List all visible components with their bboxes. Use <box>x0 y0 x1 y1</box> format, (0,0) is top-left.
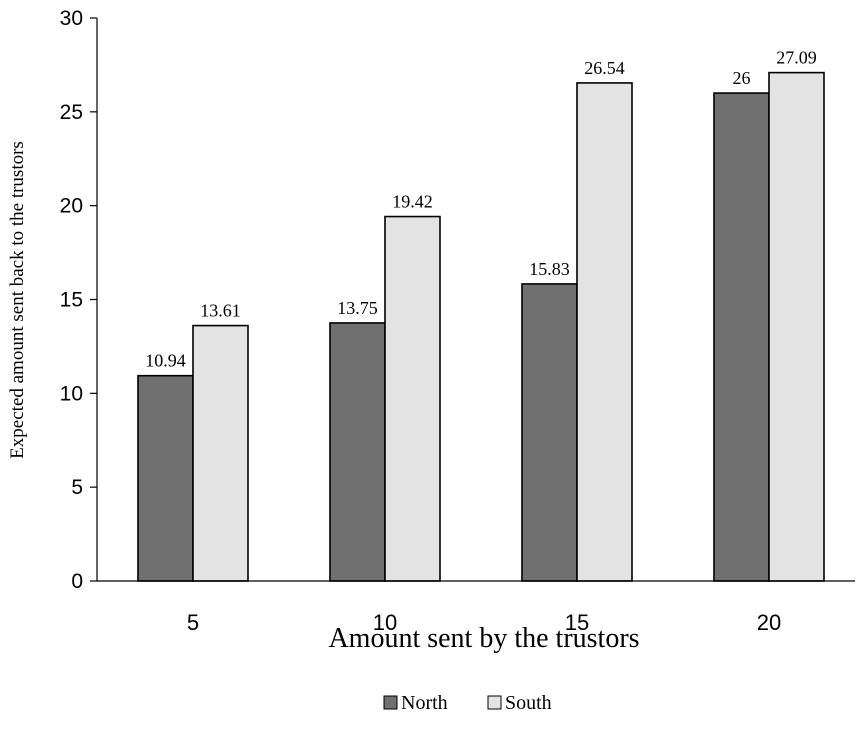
x-tick-label: 20 <box>757 610 781 635</box>
bar-south-20 <box>768 71 825 582</box>
data-label: 13.75 <box>337 298 378 318</box>
legend-label: North <box>401 692 448 714</box>
legend-item-north: North <box>383 692 448 714</box>
legend-item-south: South <box>487 692 552 714</box>
x-axis-title: Amount sent by the trustors <box>328 623 639 654</box>
bar-north-5 <box>137 374 194 582</box>
y-tick-label: 10 <box>60 382 83 405</box>
y-tick-label: 30 <box>60 7 83 30</box>
data-label: 26 <box>733 68 751 88</box>
data-label: 15.83 <box>529 259 570 279</box>
data-label: 13.61 <box>200 301 241 321</box>
bars <box>137 71 825 582</box>
bar-north-15 <box>521 283 578 582</box>
bar-north-10 <box>329 322 386 582</box>
bar-north-20 <box>713 92 770 582</box>
y-tick-label: 0 <box>71 570 83 593</box>
y-tick-label: 20 <box>60 195 83 218</box>
data-label: 10.94 <box>145 351 186 371</box>
x-axis-ticks: 5 10 15 20 <box>187 610 781 635</box>
y-tick-label: 15 <box>60 289 83 312</box>
bar-south-15 <box>576 82 633 582</box>
data-label: 26.54 <box>584 58 625 78</box>
x-tick-label: 10 <box>373 610 397 635</box>
x-tick-label: 15 <box>565 610 589 635</box>
legend-swatch <box>487 695 502 710</box>
data-labels: 10.94 13.61 13.75 19.42 15.83 26.54 26 27.09 <box>145 48 817 371</box>
bar-south-10 <box>384 215 441 582</box>
y-axis-ticks: 0 5 10 15 20 25 30 <box>60 7 97 593</box>
x-tick-label: 5 <box>187 610 199 635</box>
legend-label: South <box>505 692 552 714</box>
legend-swatch <box>383 695 398 710</box>
bar-south-5 <box>192 324 249 582</box>
y-tick-label: 5 <box>71 476 83 499</box>
y-axis-title: Expected amount sent back to the trustor… <box>7 141 28 459</box>
y-tick-label: 25 <box>60 101 83 124</box>
data-label: 27.09 <box>776 48 817 68</box>
legend: North South <box>383 692 552 714</box>
data-label: 19.42 <box>392 192 433 212</box>
